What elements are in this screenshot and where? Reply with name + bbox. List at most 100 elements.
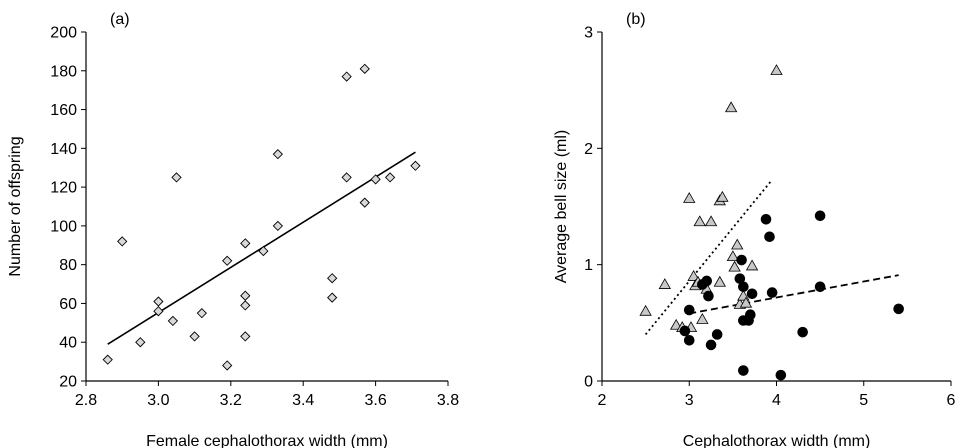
data-point-diamond — [196, 308, 207, 319]
data-point-triangle — [704, 215, 718, 227]
x-tick-labels: 2.8 3.0 3.2 3.4 3.6 3.8 — [75, 381, 459, 409]
y-tick-label: 1 — [584, 257, 593, 274]
data-point-diamond — [327, 292, 338, 303]
y-tick-label: 160 — [50, 102, 77, 119]
data-point-triangle — [716, 190, 729, 202]
x-tick-label: 3 — [685, 392, 694, 409]
data-point-triangle — [713, 275, 726, 287]
data-point-triangle — [726, 250, 740, 262]
x-tick-label: 4 — [772, 392, 781, 409]
panel-label: (a) — [110, 11, 130, 28]
data-point-circle — [738, 281, 749, 293]
data-point-diamond — [359, 197, 370, 208]
data-point-diamond — [272, 220, 283, 232]
data-point-circle — [775, 369, 787, 381]
data-point-circle — [736, 254, 747, 266]
data-point-circle — [893, 303, 904, 315]
data-point-diamond — [117, 236, 128, 247]
data-point-circle — [679, 325, 691, 337]
data-point-triangle — [724, 101, 738, 113]
data-point-diamond — [410, 160, 421, 171]
y-tick-label: 60 — [59, 296, 77, 313]
x-axis-title: Female cephalothorax width (mm) — [146, 433, 388, 448]
x-tick-label: 3.2 — [220, 392, 242, 409]
series-2 — [679, 210, 904, 381]
data-point-circle — [711, 329, 723, 340]
x-tick-label: 6 — [947, 392, 956, 409]
data-point-diamond — [240, 290, 251, 301]
data-point-circle — [760, 213, 772, 225]
data-point-triangle — [696, 313, 709, 324]
panel-label: (b) — [626, 11, 646, 28]
data-point-triangle — [770, 64, 783, 75]
y-tick-label: 140 — [50, 141, 77, 158]
x-axis-title: Cephalothorax width (mm) — [683, 433, 871, 448]
y-axis-title: Number of offspring — [7, 136, 24, 276]
data-point-circle — [705, 339, 717, 351]
data-point-circle — [814, 210, 826, 222]
x-tick-label: 3.4 — [292, 392, 314, 409]
y-tick-labels: 0 1 2 3 — [584, 25, 602, 391]
data-point-diamond — [258, 245, 269, 257]
data-point-diamond — [135, 337, 146, 348]
data-point-triangle — [683, 192, 696, 203]
y-tick-label: 40 — [59, 335, 77, 352]
data-point-circle — [746, 288, 758, 300]
data-point-circle — [797, 326, 808, 338]
data-point-circle — [701, 275, 713, 287]
y-tick-label: 0 — [584, 374, 593, 391]
x-tick-labels: 2 3 4 5 6 — [598, 381, 956, 409]
data-point-diamond — [272, 149, 283, 160]
data-point-triangle — [693, 215, 706, 227]
x-tick-label: 3.0 — [147, 392, 169, 409]
data-point-diamond — [222, 255, 233, 266]
data-point-circle — [683, 334, 695, 346]
data-point-triangle — [687, 269, 700, 281]
data-point-triangle — [658, 278, 672, 289]
data-point-circle — [814, 281, 826, 293]
trendline-dashed — [689, 274, 899, 315]
x-tick-label: 2.8 — [75, 392, 97, 409]
y-tick-label: 80 — [59, 257, 77, 274]
y-tick-label: 120 — [50, 180, 77, 197]
data-point-diamond — [240, 238, 251, 249]
y-tick-label: 3 — [584, 25, 593, 42]
data-point-circle — [683, 304, 695, 316]
data-point-diamond — [341, 71, 352, 82]
x-tick-label: 5 — [859, 392, 868, 409]
y-tick-labels: 20 40 60 80 100 120 140 160 180 200 — [50, 25, 86, 391]
x-tick-label: 2 — [598, 392, 607, 409]
trendline-dotted — [644, 179, 773, 336]
y-tick-label: 180 — [50, 63, 77, 80]
data-point-diamond — [240, 331, 251, 342]
chart-panel-1: 20 40 60 80 100 120 140 160 180 200 2.8 3.0 3.2 3.4 3.… — [7, 11, 459, 448]
data-point-diamond — [370, 174, 381, 185]
data-point-triangle — [639, 304, 652, 316]
data-point-circle — [766, 287, 778, 298]
data-point-circle — [745, 309, 756, 320]
data-point-triangle — [745, 259, 759, 271]
y-tick-label: 20 — [59, 374, 77, 391]
y-tick-label: 2 — [584, 141, 593, 158]
y-axis-title: Average bell size (ml) — [553, 130, 570, 284]
data-point-diamond — [384, 172, 396, 183]
data-point-diamond — [341, 172, 352, 183]
x-tick-label: 3.6 — [364, 392, 386, 409]
data-point-diamond — [222, 360, 233, 371]
data-point-diamond — [327, 273, 338, 284]
data-point-triangle — [728, 260, 741, 272]
data-point-circle — [703, 290, 714, 302]
data-point-triangle — [739, 296, 753, 308]
data-point-diamond — [359, 63, 370, 74]
y-tick-label: 100 — [50, 218, 77, 235]
x-tick-label: 3.8 — [437, 392, 459, 409]
series-1 — [102, 63, 421, 371]
data-point-diamond — [153, 306, 164, 317]
data-point-diamond — [153, 296, 164, 307]
data-point-triangle — [669, 318, 683, 330]
data-point-diamond — [167, 315, 179, 327]
data-point-triangle — [731, 238, 744, 250]
data-point-diamond — [102, 354, 113, 365]
